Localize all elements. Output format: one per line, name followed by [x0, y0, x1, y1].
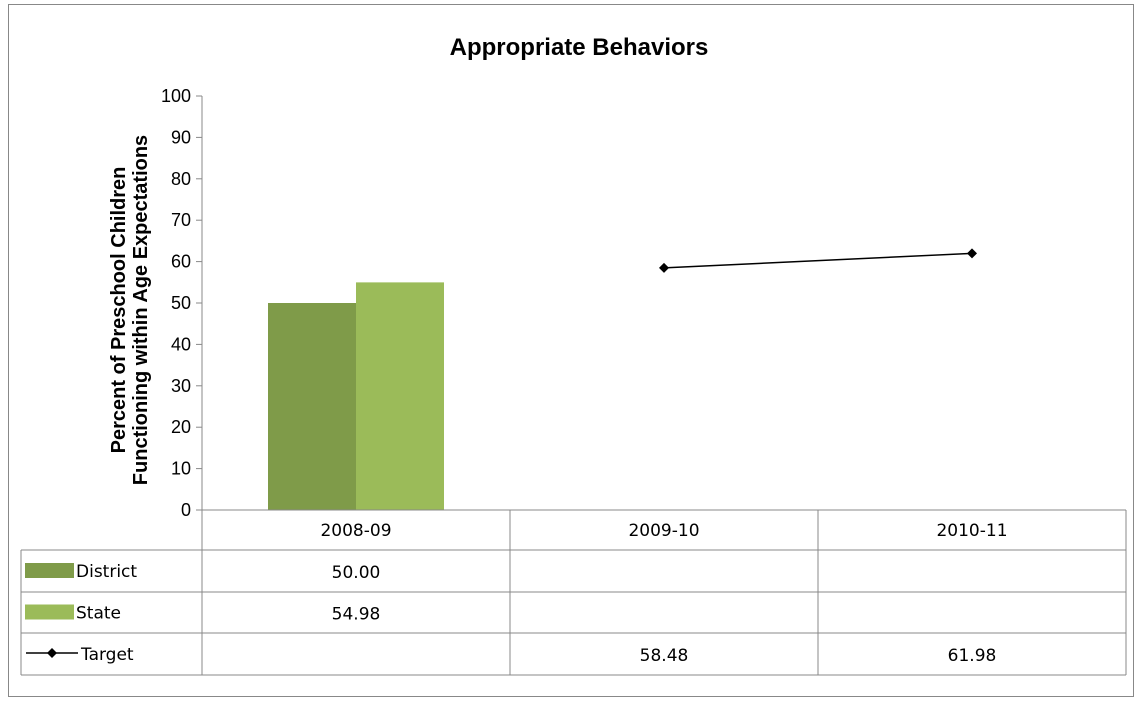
data-label-district: 50.00 [332, 563, 381, 583]
marker-target [659, 262, 669, 273]
x-tick-label: 2009-10 [628, 521, 699, 541]
legend-marker-target [47, 648, 57, 658]
y-axis-label-line-2: Functioning within Age Expectations [130, 135, 152, 485]
data-label-target: 58.48 [640, 646, 689, 666]
y-tick-label: 90 [171, 127, 191, 147]
line-target [663, 252, 973, 269]
y-tick-label: 40 [171, 334, 191, 354]
data-label-target: 61.98 [948, 646, 997, 666]
chart-svg: Appropriate Behaviors Percent of Prescho… [20, 34, 1127, 676]
y-tick-label: 70 [171, 210, 191, 230]
y-tick-label: 30 [171, 376, 191, 396]
legend-label-state: State [76, 604, 121, 624]
y-tick-label: 20 [171, 417, 191, 437]
bar-state [356, 282, 444, 510]
legend-label-district: District [76, 562, 137, 582]
y-tick-label: 100 [161, 86, 191, 106]
legend-key-state [25, 604, 74, 620]
y-tick-label: 80 [171, 169, 191, 189]
y-tick-label: 50 [171, 293, 191, 313]
legend-label-target: Target [80, 645, 134, 665]
chart-frame: Appropriate Behaviors Percent of Prescho… [8, 4, 1134, 697]
data-table: 2008-09 2009-10 2010-11 District 50.00 State 5… [20, 509, 1127, 676]
marker-target [967, 248, 977, 259]
plot-area: 0 10 20 30 40 50 60 70 80 90 100 [161, 86, 977, 520]
chart-title: Appropriate Behaviors [450, 34, 709, 61]
y-axis-label-line-1: Percent of Preschool Children [108, 167, 130, 454]
x-tick-label: 2008-09 [320, 521, 391, 541]
data-label-state: 54.98 [332, 605, 381, 625]
y-axis-label: Percent of Preschool Children Functionin… [108, 135, 152, 485]
bar-district [268, 303, 356, 510]
y-tick-label: 10 [171, 459, 191, 479]
y-tick-label: 60 [171, 252, 191, 272]
y-tick-label: 0 [181, 500, 191, 520]
x-tick-label: 2010-11 [936, 521, 1007, 541]
legend-key-district [25, 563, 74, 578]
